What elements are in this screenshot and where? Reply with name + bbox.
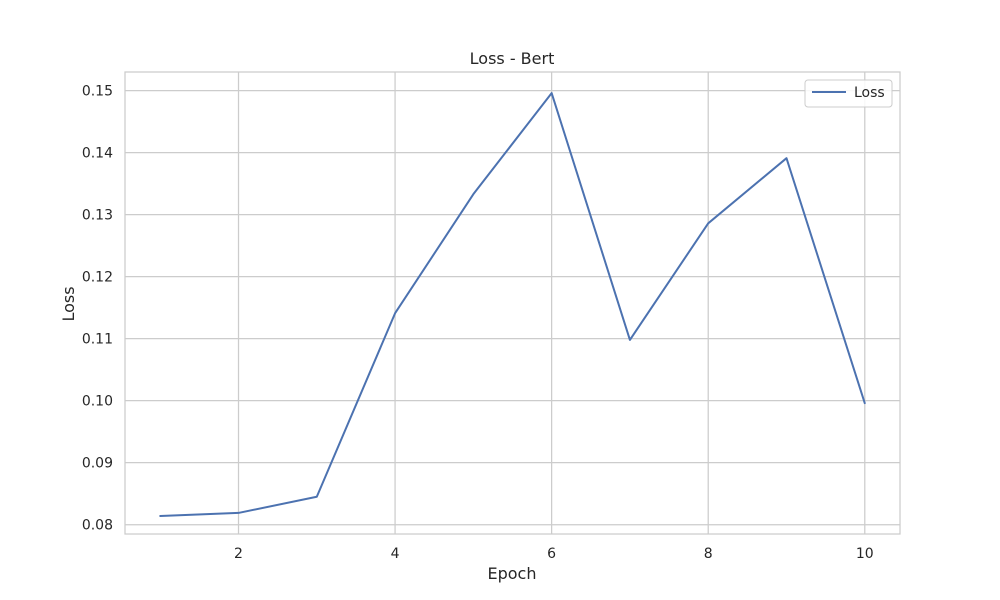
grid-lines <box>125 72 900 534</box>
x-axis-title: Epoch <box>488 564 537 583</box>
x-tick-label: 6 <box>547 546 556 562</box>
y-tick-label: 0.09 <box>82 456 113 472</box>
legend-label-loss: Loss <box>854 85 885 101</box>
series-layer <box>159 92 866 518</box>
y-tick-label: 0.10 <box>82 394 113 410</box>
y-tick-label: 0.13 <box>82 208 113 224</box>
x-tick-label: 8 <box>704 546 713 562</box>
legend-box <box>804 79 893 108</box>
x-tick-label: 2 <box>234 546 243 562</box>
x-tick-label: 10 <box>856 546 874 562</box>
y-tick-labels: 0.08 0.09 0.10 0.11 0.12 0.13 0.14 0.15 <box>82 84 113 534</box>
y-tick-label: 0.15 <box>82 84 113 100</box>
y-tick-label: 0.14 <box>82 146 113 162</box>
y-tick-label: 0.12 <box>82 270 113 286</box>
plot-frame <box>124 71 901 535</box>
series-line-loss <box>159 92 866 518</box>
chart-title: Loss - Bert <box>470 49 555 68</box>
legend: Loss <box>804 79 893 108</box>
x-tick-labels: 2 4 6 8 10 <box>234 546 874 562</box>
y-axis-title: Loss <box>59 286 78 321</box>
y-tick-label: 0.08 <box>82 518 113 534</box>
y-tick-label: 0.11 <box>82 332 113 348</box>
x-tick-label: 4 <box>391 546 400 562</box>
